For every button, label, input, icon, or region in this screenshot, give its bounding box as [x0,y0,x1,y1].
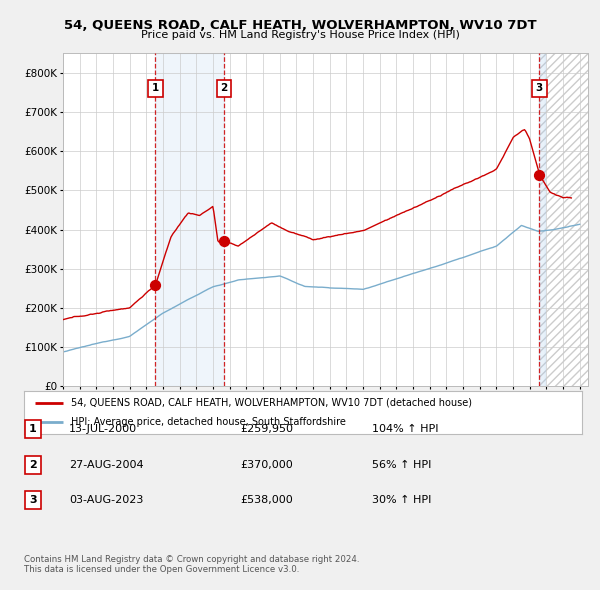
Text: 03-AUG-2023: 03-AUG-2023 [69,495,143,505]
Text: 3: 3 [29,495,37,505]
Text: 13-JUL-2000: 13-JUL-2000 [69,424,137,434]
Text: This data is licensed under the Open Government Licence v3.0.: This data is licensed under the Open Gov… [24,565,299,574]
Text: 30% ↑ HPI: 30% ↑ HPI [372,495,431,505]
Text: 3: 3 [536,83,543,93]
Text: 1: 1 [152,83,159,93]
Text: HPI: Average price, detached house, South Staffordshire: HPI: Average price, detached house, Sout… [71,417,346,427]
Point [151,280,160,289]
Text: 1: 1 [29,424,37,434]
Point [535,171,544,180]
Text: £538,000: £538,000 [240,495,293,505]
Text: 56% ↑ HPI: 56% ↑ HPI [372,460,431,470]
Point [219,237,229,246]
Bar [539,53,588,386]
Text: 54, QUEENS ROAD, CALF HEATH, WOLVERHAMPTON, WV10 7DT (detached house): 54, QUEENS ROAD, CALF HEATH, WOLVERHAMPT… [71,398,472,408]
Text: £370,000: £370,000 [240,460,293,470]
Text: Price paid vs. HM Land Registry's House Price Index (HPI): Price paid vs. HM Land Registry's House … [140,30,460,40]
Text: 2: 2 [29,460,37,470]
Text: £259,950: £259,950 [240,424,293,434]
Text: 54, QUEENS ROAD, CALF HEATH, WOLVERHAMPTON, WV10 7DT: 54, QUEENS ROAD, CALF HEATH, WOLVERHAMPT… [64,19,536,32]
Bar [155,53,224,386]
Text: Contains HM Land Registry data © Crown copyright and database right 2024.: Contains HM Land Registry data © Crown c… [24,555,359,563]
Text: 104% ↑ HPI: 104% ↑ HPI [372,424,439,434]
Text: 2: 2 [220,83,227,93]
Text: 27-AUG-2004: 27-AUG-2004 [69,460,143,470]
Bar [539,53,545,386]
